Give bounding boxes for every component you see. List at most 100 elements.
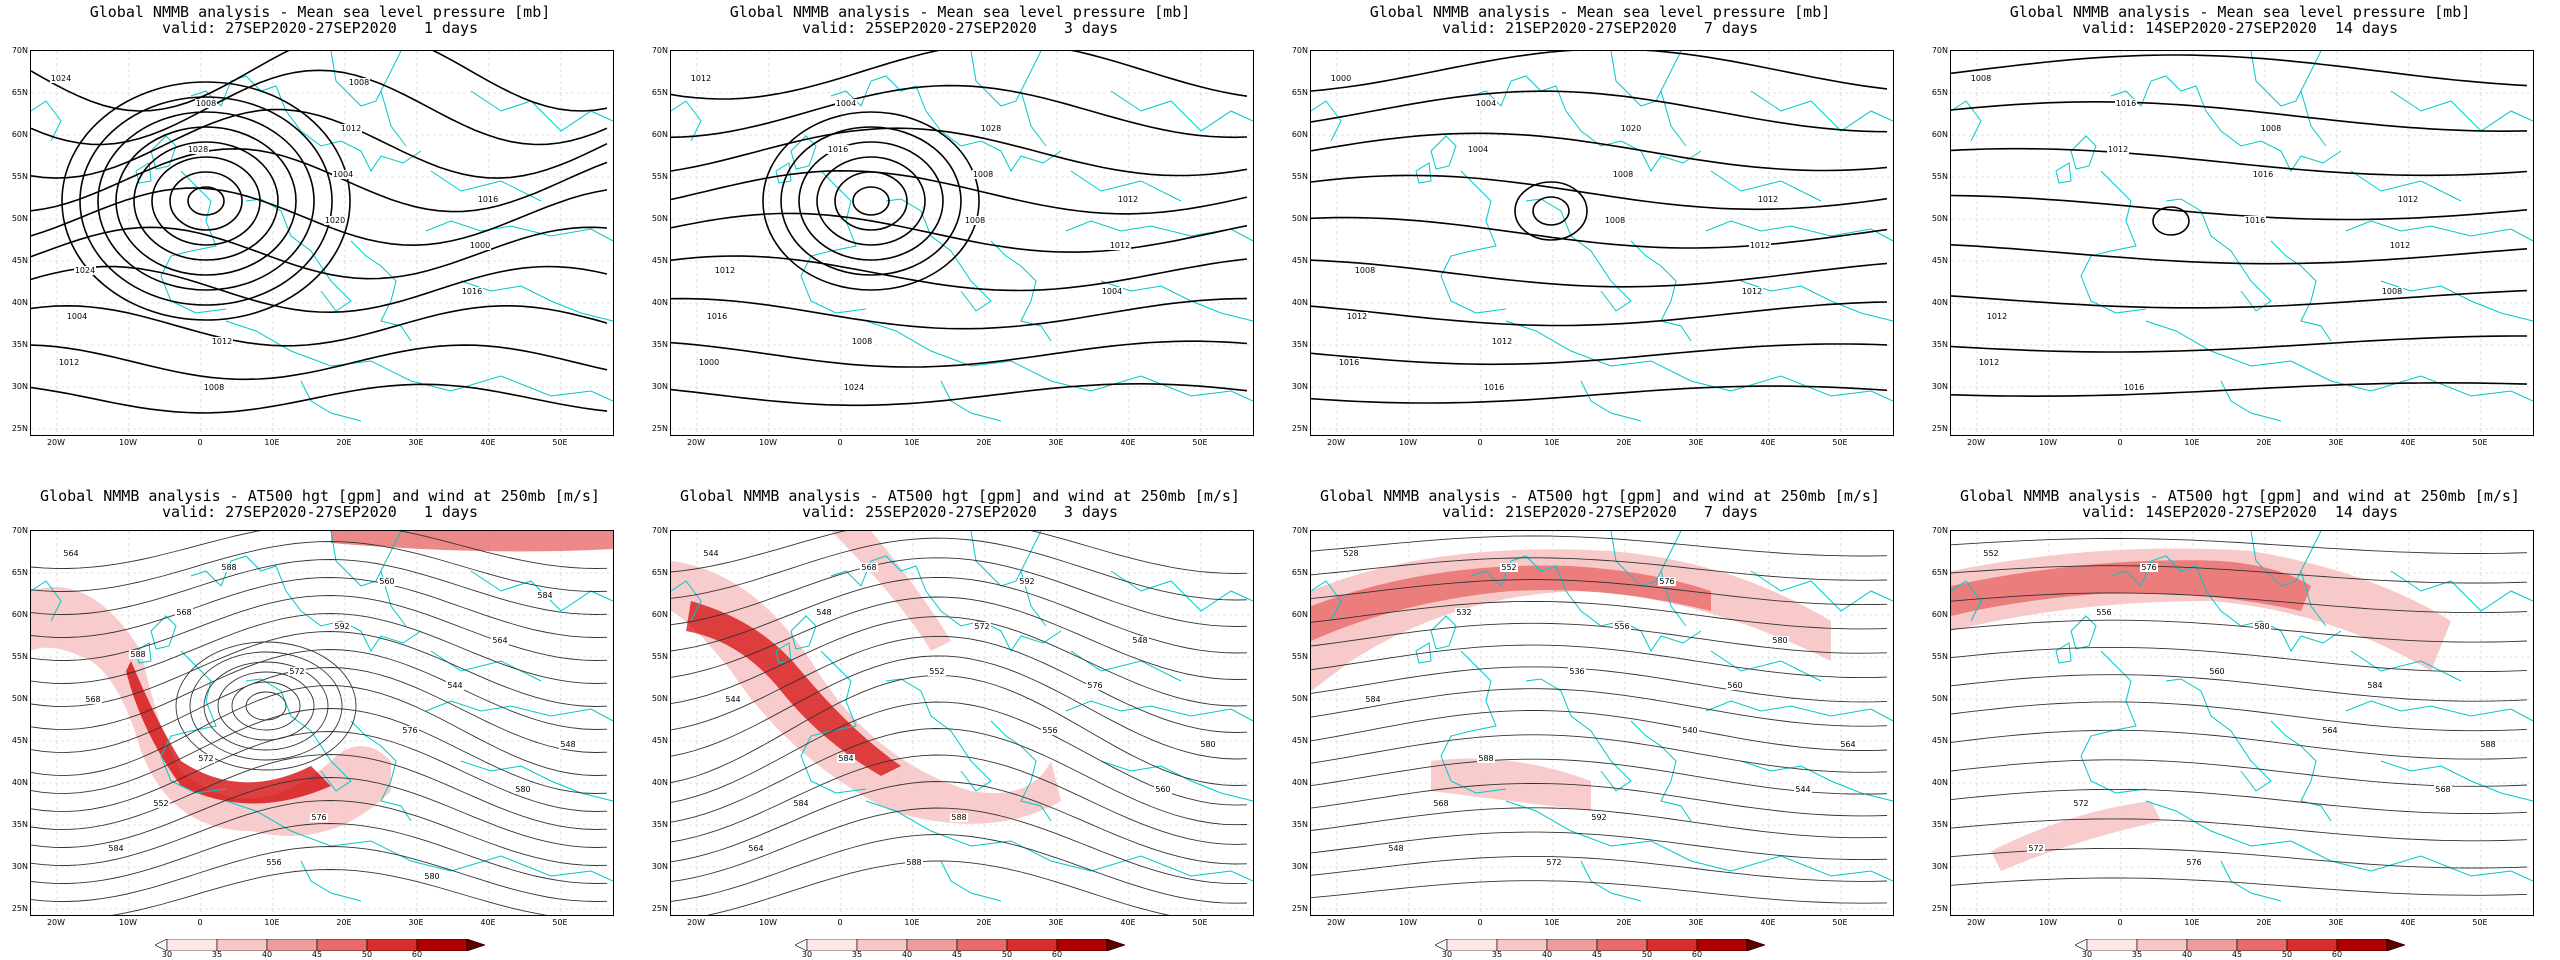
contour-label: 552	[1983, 549, 1998, 558]
coastline-path	[425, 700, 613, 722]
panel-title: Global NMMB analysis - AT500 hgt [gpm] a…	[40, 487, 600, 505]
isobar-line	[31, 51, 608, 112]
map-svg: 544 548 552 556 560 564 568 572 576 580 584 588 592 5…	[671, 531, 1253, 915]
longitude-label: 10W	[118, 438, 138, 447]
longitude-label: 0	[1477, 438, 1483, 447]
contour-label-bg	[815, 608, 833, 617]
contour-label: 544	[1795, 785, 1810, 794]
colorbar-arrow-right	[2386, 938, 2406, 952]
isobar-label: 1008	[1605, 216, 1625, 225]
isobar-label-bg	[461, 287, 483, 296]
contour-label: 580	[1200, 740, 1215, 749]
colorbar-label: 35	[2131, 950, 2143, 959]
colorbar-arrow-right	[466, 938, 486, 952]
contour-label-bg	[928, 667, 946, 676]
low-pressure-ring	[133, 141, 279, 261]
isobar-label-bg	[980, 124, 1002, 133]
contour-label-bg	[1500, 563, 1518, 572]
latitude-label: 65N	[1291, 568, 1308, 577]
longitude-label: 20W	[1966, 918, 1986, 927]
coastline-path	[1740, 760, 1893, 802]
contour-label-bg	[1681, 726, 1699, 735]
isobar-line	[1951, 194, 2528, 221]
isobar-line	[1951, 289, 2528, 309]
contour-label-bg	[84, 695, 102, 704]
latitude-label: 40N	[1291, 778, 1308, 787]
longitude-label: 40E	[1120, 438, 1136, 447]
colorbar	[794, 936, 1126, 954]
latitude-label: 25N	[1931, 424, 1948, 433]
isobar-label: 1008	[2261, 124, 2281, 133]
contour-label-bg	[1658, 577, 1676, 586]
colorbar-label: 60	[411, 950, 423, 959]
isobar-label: 1020	[325, 216, 345, 225]
coastline-path	[1100, 280, 1253, 322]
isobar-label: 1012	[1492, 337, 1512, 346]
isobar-label-bg	[2107, 145, 2129, 154]
longitude-label: 40E	[2400, 438, 2416, 447]
colorbar-label: 30	[161, 950, 173, 959]
contour-label-bg	[1771, 636, 1789, 645]
coastline-path	[1750, 90, 1893, 132]
longitude-label: 40E	[480, 438, 496, 447]
isobar-label-bg	[1467, 145, 1489, 154]
contour-label: 588	[2480, 740, 2495, 749]
low-pressure-ring	[762, 111, 980, 291]
longitude-label: 40E	[480, 918, 496, 927]
height-contour	[1311, 601, 1888, 630]
jet-band-south	[1991, 801, 2161, 871]
contour-label: 548	[1132, 636, 1147, 645]
height-contours	[31, 531, 608, 915]
isobar-label: 1008	[196, 99, 216, 108]
contour-label-bg	[2095, 608, 2113, 617]
contour-label-bg	[905, 858, 923, 867]
colorbar	[154, 936, 486, 954]
low-pressure-ring	[780, 126, 962, 276]
isobar-label-bg	[1986, 312, 2008, 321]
contour-label: 568	[1433, 799, 1448, 808]
latitude-label: 25N	[1931, 904, 1948, 913]
longitude-label: 40E	[1760, 438, 1776, 447]
isobar-label-bg	[1491, 337, 1513, 346]
isobar-line	[671, 297, 1248, 330]
coastline-path	[31, 100, 62, 142]
coastline-path	[1070, 650, 1182, 682]
latitude-label: 60N	[651, 610, 668, 619]
latitude-label: 35N	[1931, 340, 1948, 349]
panel-title: Global NMMB analysis - AT500 hgt [gpm] a…	[680, 487, 1240, 505]
colorbar-label: 40	[1541, 950, 1553, 959]
coastline-path	[380, 90, 407, 147]
height-contour	[1311, 666, 1888, 703]
isobar-labels: 1000 1004 1008 1012 1016 1004 1008 1012 1012 1016…	[1330, 74, 1779, 392]
longitude-label: 50E	[552, 438, 568, 447]
isobar-line	[31, 108, 608, 179]
contour-label: 572	[198, 754, 213, 763]
isobar-line	[1311, 259, 1888, 288]
longitude-label: 20E	[2256, 438, 2272, 447]
contour-label-bg	[1199, 740, 1217, 749]
latitude-label: 35N	[1291, 340, 1308, 349]
map-frame: 564 568 572 576 580 584 588 592 544 548 552 556 560 5…	[30, 530, 614, 916]
coastline-path	[1100, 760, 1253, 802]
coastlines	[1951, 531, 2533, 902]
longitude-label: 20W	[1326, 918, 1346, 927]
graticule	[31, 51, 613, 435]
isobar-label-bg	[827, 145, 849, 154]
low-pressure-ring	[169, 171, 243, 231]
isobar-label-bg	[348, 78, 370, 87]
isobar-label: 1004	[1476, 99, 1496, 108]
isobar-label-bg	[469, 241, 491, 250]
isobar-line	[1311, 301, 1888, 327]
isobar-label-bg	[2252, 170, 2274, 179]
panel-valid: valid: 21SEP2020-27SEP2020 7 days	[1441, 503, 1759, 521]
height-contour	[1951, 877, 2528, 896]
isobar-line	[1311, 343, 1888, 366]
height-contour	[1951, 729, 2528, 760]
colorbar-label: 50	[361, 950, 373, 959]
contour-label: 584	[838, 754, 853, 763]
contour-label: 580	[515, 785, 530, 794]
isobar-label-bg	[1330, 74, 1352, 83]
latitude-label: 35N	[11, 340, 28, 349]
isobars	[1951, 54, 2528, 398]
contour-label: 588	[221, 563, 236, 572]
